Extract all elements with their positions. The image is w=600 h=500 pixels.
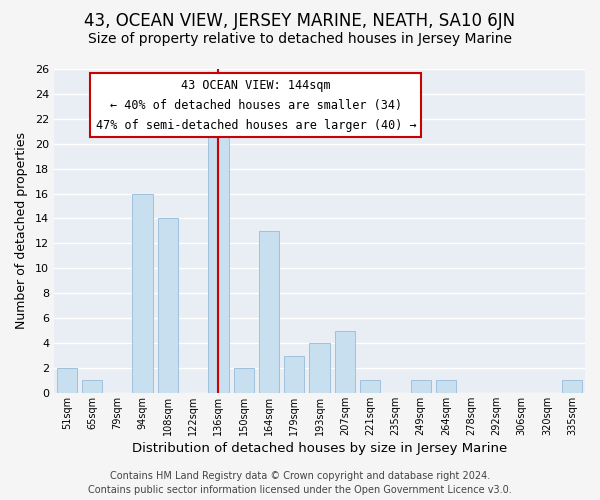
Bar	[310, 343, 329, 393]
Bar	[133, 194, 152, 393]
Text: Contains HM Land Registry data © Crown copyright and database right 2024.
Contai: Contains HM Land Registry data © Crown c…	[88, 471, 512, 495]
Text: 43, OCEAN VIEW, JERSEY MARINE, NEATH, SA10 6JN: 43, OCEAN VIEW, JERSEY MARINE, NEATH, SA…	[85, 12, 515, 30]
Text: Size of property relative to detached houses in Jersey Marine: Size of property relative to detached ho…	[88, 32, 512, 46]
Bar	[82, 380, 102, 393]
Y-axis label: Number of detached properties: Number of detached properties	[15, 132, 28, 330]
Bar	[158, 218, 178, 393]
Bar	[410, 380, 431, 393]
Bar	[436, 380, 456, 393]
Bar	[284, 356, 304, 393]
Bar	[208, 119, 229, 393]
Bar	[233, 368, 254, 393]
Bar	[360, 380, 380, 393]
Bar	[259, 231, 279, 393]
X-axis label: Distribution of detached houses by size in Jersey Marine: Distribution of detached houses by size …	[132, 442, 507, 455]
Text: 43 OCEAN VIEW: 144sqm
← 40% of detached houses are smaller (34)
47% of semi-deta: 43 OCEAN VIEW: 144sqm ← 40% of detached …	[95, 78, 416, 132]
Bar	[562, 380, 583, 393]
Bar	[335, 330, 355, 393]
Bar	[56, 368, 77, 393]
